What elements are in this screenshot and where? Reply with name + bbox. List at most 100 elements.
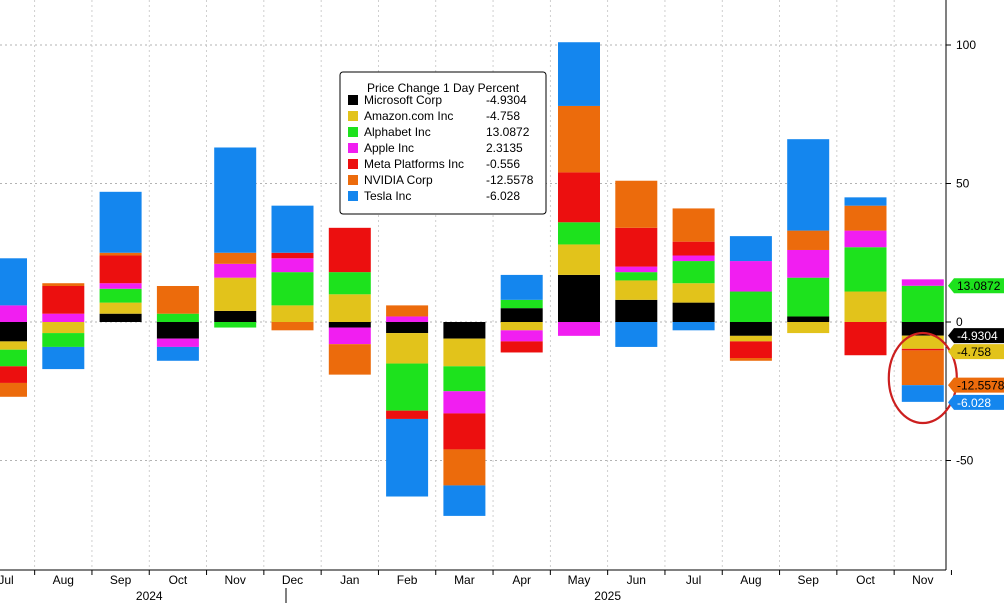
bar-segment	[443, 485, 486, 516]
bar-segment	[787, 249, 830, 278]
value-tags: 13.0872 -4.9304 -4.758 -12.5578 -6.028	[948, 278, 1005, 410]
bar-segment	[386, 322, 429, 334]
value-tag-label: -4.9304	[957, 329, 998, 343]
bar-segment	[672, 255, 715, 262]
bar-segment	[672, 261, 715, 284]
bar-segment	[615, 180, 658, 228]
bar-segment	[42, 333, 85, 347]
bar-segment	[901, 385, 944, 402]
bar-segment	[500, 341, 543, 353]
bar-segment	[99, 283, 142, 289]
year-label: 2024	[136, 589, 163, 603]
value-tag	[948, 377, 1004, 393]
bar-segment	[156, 338, 199, 347]
bar-segment	[386, 333, 429, 364]
bar-segment	[328, 327, 371, 345]
bar-segment	[500, 308, 543, 322]
bar-segment	[787, 277, 830, 317]
bar-segment	[615, 266, 658, 273]
bar-segment	[328, 344, 371, 375]
bar-segment	[42, 283, 85, 286]
bar-segment	[386, 316, 429, 322]
bar-segment	[99, 288, 142, 303]
bar-segment	[214, 310, 257, 322]
bar-segment	[844, 247, 887, 292]
bar-segment	[787, 322, 830, 334]
bar-segment	[214, 147, 257, 253]
bar-segment	[901, 335, 944, 349]
bar-segment	[901, 348, 944, 351]
bar-segment	[844, 230, 887, 248]
legend-entry-name: NVIDIA Corp	[364, 173, 433, 187]
bar-segment	[42, 322, 85, 334]
bar-segment	[729, 291, 772, 322]
y-tick-label: -50	[956, 454, 974, 468]
x-tick-label: May	[568, 573, 591, 587]
legend-swatch	[348, 175, 358, 185]
bar-segment	[787, 139, 830, 231]
bar-segment	[443, 322, 486, 339]
legend-entry-name: Tesla Inc	[364, 189, 411, 203]
bar-segment	[672, 283, 715, 303]
x-tick-label: Jul	[0, 573, 14, 587]
value-tag	[948, 394, 1004, 410]
bar-segment	[271, 322, 314, 331]
bar-segment	[729, 322, 772, 336]
bar-segment	[901, 350, 944, 386]
x-tick-label: Jun	[627, 573, 646, 587]
bar-segment	[386, 418, 429, 497]
bar-segment	[214, 277, 257, 311]
legend-swatch	[348, 191, 358, 201]
bar-segment	[328, 322, 371, 328]
bars	[0, 42, 944, 516]
value-tag	[948, 328, 1004, 344]
x-tick-label: Sep	[798, 573, 820, 587]
x-tick-label: Sep	[110, 573, 132, 587]
bar-segment	[386, 363, 429, 411]
bar-segment	[787, 230, 830, 250]
axes: -50 0 50 100 Jul Aug Sep Oct Nov Dec Jan Feb Mar Apr M…	[0, 0, 976, 603]
x-tick-label: Feb	[397, 573, 418, 587]
x-tick-label: Aug	[53, 573, 74, 587]
legend-swatch	[348, 111, 358, 121]
bar-segment	[558, 172, 600, 223]
x-tick-label: Dec	[282, 573, 303, 587]
bar-segment	[99, 252, 142, 256]
legend-entry-name: Amazon.com Inc	[364, 109, 453, 123]
bar-segment	[271, 272, 314, 306]
legend-entry-name: Apple Inc	[364, 141, 414, 155]
bar-segment	[443, 449, 486, 486]
legend-title: Price Change 1 Day Percent	[367, 81, 520, 95]
bar-segment	[729, 261, 772, 292]
legend-entry-value: 13.0872	[486, 125, 530, 139]
bar-segment	[386, 410, 429, 419]
legend-entry-value: -0.556	[486, 157, 520, 171]
value-tag-label: 13.0872	[957, 279, 1001, 293]
bar-segment	[99, 191, 142, 253]
grid	[0, 0, 946, 570]
bar-segment	[615, 272, 658, 281]
legend-entry-name: Microsoft Corp	[364, 93, 442, 107]
legend-entry-name: Alphabet Inc	[364, 125, 431, 139]
bar-segment	[271, 252, 314, 259]
bar-segment	[0, 305, 27, 322]
x-tick-label: Jan	[340, 573, 359, 587]
value-tag-label: -12.5578	[957, 379, 1005, 393]
bar-segment	[558, 244, 600, 275]
bar-segment	[42, 285, 85, 314]
bar-segment	[844, 291, 887, 322]
value-tag	[948, 278, 1004, 294]
legend-swatch	[348, 143, 358, 153]
bar-segment	[672, 302, 715, 322]
bar-segment	[156, 285, 199, 314]
x-tick-label: Mar	[454, 573, 475, 587]
bar-segment	[672, 241, 715, 256]
bar-segment	[156, 346, 199, 361]
legend: Price Change 1 Day Percent Microsoft Cor…	[339, 71, 547, 215]
bar-segment	[443, 366, 486, 392]
bar-segment	[99, 255, 142, 284]
bar-segment	[615, 322, 658, 347]
bar-segment	[0, 322, 27, 342]
bar-segment	[844, 322, 887, 356]
